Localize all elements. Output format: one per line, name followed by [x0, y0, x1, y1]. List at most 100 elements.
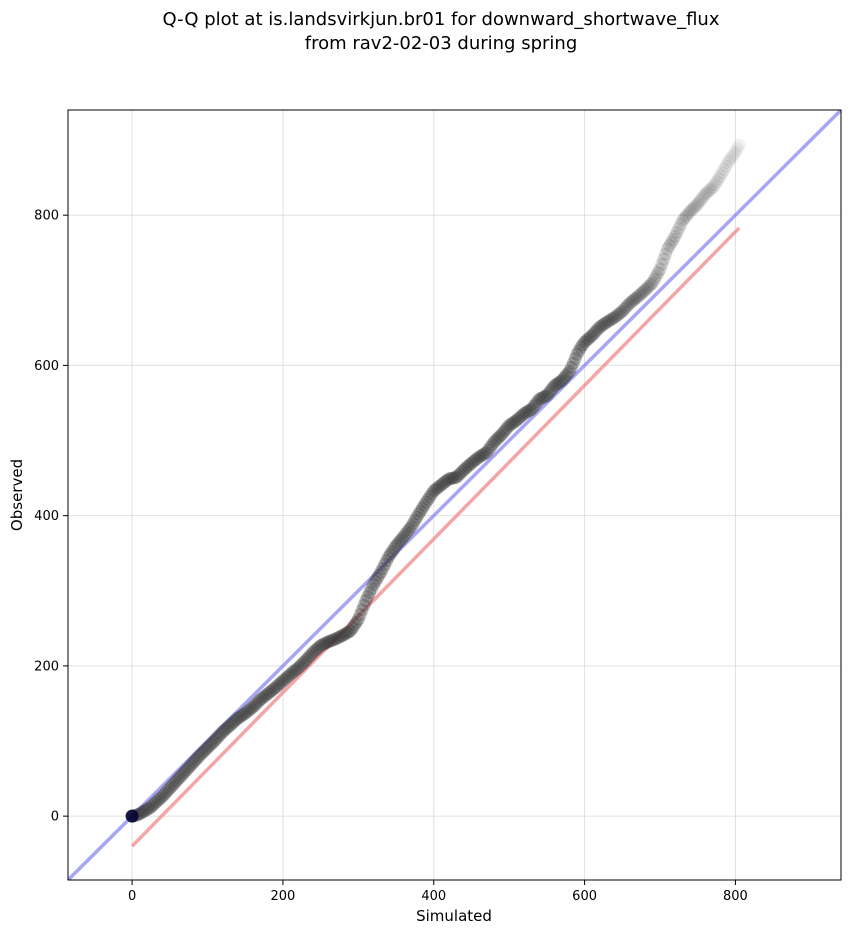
- quantile-point: [293, 659, 307, 673]
- quantile-point: [706, 180, 720, 194]
- quantile-point: [412, 507, 426, 521]
- quantile-point: [325, 633, 339, 647]
- quantile-point: [233, 710, 247, 724]
- quantile-point: [374, 565, 388, 579]
- quantile-point: [585, 328, 599, 342]
- quantile-point: [408, 514, 422, 528]
- quantile-point: [383, 547, 397, 561]
- quantile-point: [329, 632, 343, 646]
- quantile-point: [397, 530, 411, 544]
- quantile-point: [676, 213, 690, 227]
- quantile-point: [349, 615, 363, 629]
- quantile-point: [647, 272, 661, 286]
- quantile-point: [438, 475, 452, 489]
- quantile-point: [636, 285, 650, 299]
- quantile-point: [363, 586, 377, 600]
- quantile-point: [576, 338, 590, 352]
- quantile-point: [261, 687, 275, 701]
- quantile-point: [593, 320, 607, 334]
- quantile-point: [696, 190, 710, 204]
- quantile-point: [546, 381, 560, 395]
- quantile-point: [708, 178, 722, 192]
- quantile-point: [630, 290, 644, 304]
- quantile-point: [214, 727, 228, 741]
- quantile-point: [197, 745, 211, 759]
- quantile-point: [687, 201, 701, 215]
- quantile-point: [427, 484, 441, 498]
- quantile-point: [155, 790, 169, 804]
- quantile-point: [689, 199, 703, 213]
- quantile-point: [662, 239, 676, 253]
- quantile-point: [659, 247, 673, 261]
- quantile-point: [389, 539, 403, 553]
- quantile-point: [595, 319, 609, 333]
- quantile-point: [536, 390, 550, 404]
- quantile-point: [195, 746, 209, 760]
- quantile-point: [478, 447, 492, 461]
- quantile-point: [715, 166, 729, 180]
- quantile-point: [398, 527, 412, 541]
- quantile-point: [515, 408, 529, 422]
- quantile-point: [251, 695, 265, 709]
- quantile-point: [596, 317, 610, 331]
- quantile-point: [446, 471, 460, 485]
- quantile-point: [591, 322, 605, 336]
- quantile-point: [223, 718, 237, 732]
- quantile-point: [283, 667, 297, 681]
- quantile-point: [653, 262, 667, 276]
- quantile-point: [583, 330, 597, 344]
- quantile-point: [472, 450, 486, 464]
- quantile-point: [174, 769, 188, 783]
- quantile-point: [608, 310, 622, 324]
- quantile-point: [244, 702, 258, 716]
- quantile-point: [457, 463, 471, 477]
- quantile-point: [310, 642, 324, 656]
- quantile-point: [617, 302, 631, 316]
- quantile-point: [204, 737, 218, 751]
- quantile-point: [666, 232, 680, 246]
- quantile-point: [640, 281, 654, 295]
- quantile-point: [721, 156, 735, 170]
- quantile-point: [578, 335, 592, 349]
- quantile-point: [140, 802, 154, 816]
- quantile-point: [280, 671, 294, 685]
- quantile-point: [395, 532, 409, 546]
- quantile-point: [231, 711, 245, 725]
- quantile-point: [306, 645, 320, 659]
- quantile-point: [602, 314, 616, 328]
- quantile-point: [645, 276, 659, 290]
- identity-line: [68, 110, 841, 880]
- quantile-point: [679, 209, 693, 223]
- y-tick-label: 600: [34, 359, 59, 374]
- quantile-point: [348, 618, 362, 632]
- quantile-point: [321, 635, 335, 649]
- quantile-point: [148, 796, 162, 810]
- quantile-point: [331, 631, 345, 645]
- quantile-point: [267, 682, 281, 696]
- quantile-point: [340, 626, 354, 640]
- quantile-point: [185, 757, 199, 771]
- plot-frame: [67, 109, 842, 881]
- quantile-point: [621, 298, 635, 312]
- quantile-point: [644, 278, 658, 292]
- quantile-point: [604, 313, 618, 327]
- x-axis-ticks: 0 200 400 600 800: [128, 880, 748, 904]
- quantile-point: [538, 389, 552, 403]
- grid-lines: [68, 110, 841, 880]
- quantile-point: [615, 304, 629, 318]
- quantile-point: [481, 443, 495, 457]
- quantile-point: [563, 364, 577, 378]
- quantile-point: [613, 306, 627, 320]
- quantile-point: [681, 207, 695, 221]
- quantile-point: [521, 404, 535, 418]
- quantile-point: [566, 356, 580, 370]
- quantile-point: [487, 435, 501, 449]
- quantile-point: [649, 269, 663, 283]
- quantile-point: [317, 637, 331, 651]
- quantile-point: [498, 423, 512, 437]
- quantile-point: [357, 598, 371, 612]
- quantile-point: [346, 621, 360, 635]
- quantile-point: [172, 771, 186, 785]
- quantile-point: [542, 386, 556, 400]
